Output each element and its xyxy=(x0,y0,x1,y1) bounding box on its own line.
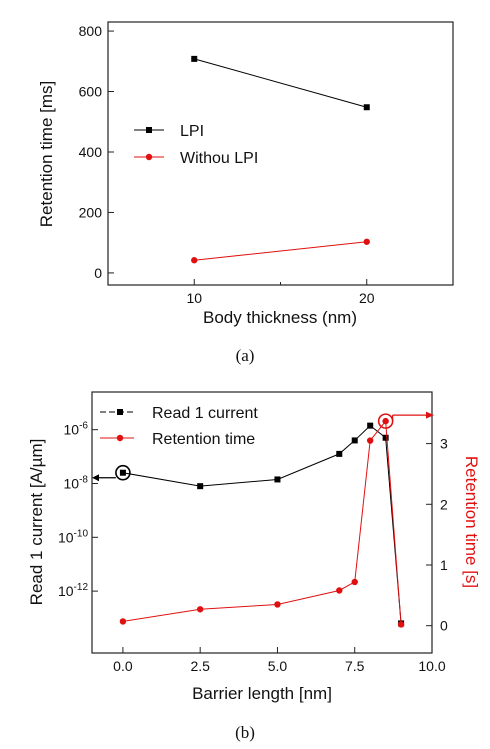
x-tick-label: 7.5 xyxy=(345,658,365,674)
legend-marker xyxy=(146,127,152,133)
panel-b-caption: (b) xyxy=(235,723,255,742)
panel-b-series xyxy=(92,411,434,628)
panel-b: 0.0 2.5 5.0 7.5 10.0 10-6 10-8 10-10 10-12 0 1 2 3 R… xyxy=(27,391,481,742)
x-tick-label: 10.0 xyxy=(418,658,445,674)
panel-a-ticks: 0 200 400 600 800 10 20 xyxy=(79,23,454,306)
panel-a-y-axis-label: Retention time [ms] xyxy=(37,81,56,227)
x-tick-label: 10 xyxy=(186,290,202,306)
data-point xyxy=(363,238,370,245)
legend-label: LPI xyxy=(180,123,204,140)
y-tick-label: 10-12 xyxy=(58,582,88,599)
panel-b-y-axis-label: Read 1 current [A/µm] xyxy=(27,439,46,606)
data-point xyxy=(336,450,343,457)
legend-label: Read 1 current xyxy=(152,405,258,422)
y-tick-label: 800 xyxy=(79,23,103,39)
data-point xyxy=(196,606,204,613)
y-tick-label: 400 xyxy=(79,144,103,160)
panel-b-legend: Read 1 current Retention time xyxy=(100,405,258,448)
data-point xyxy=(336,587,343,594)
panel-a-plot-frame xyxy=(107,21,454,286)
data-point xyxy=(191,257,198,264)
panel-b-right-axis-label: Retention time [s] xyxy=(462,456,481,588)
legend-marker xyxy=(116,434,124,442)
x-tick-label: 20 xyxy=(359,290,375,306)
y2-tick-label: 1 xyxy=(440,557,448,573)
y2-tick-label: 2 xyxy=(440,496,448,512)
data-point xyxy=(274,476,281,483)
panel-b-x-axis-label: Barrier length [nm] xyxy=(192,684,332,703)
data-point xyxy=(363,104,370,111)
data-point xyxy=(119,618,127,625)
y-tick-label: 200 xyxy=(79,204,103,220)
series-line xyxy=(194,241,367,261)
panel-a-legend: LPI Withou LPI xyxy=(134,123,258,167)
data-point xyxy=(351,578,358,586)
x-tick-label: 0.0 xyxy=(113,658,133,674)
legend-marker xyxy=(145,153,153,161)
data-point xyxy=(397,621,405,628)
panel-a-caption: (a) xyxy=(236,346,255,365)
panel-b-ticks: 0.0 2.5 5.0 7.5 10.0 10-6 10-8 10-10 10-12 0 1 2 3 xyxy=(58,421,448,674)
legend-label: Retention time xyxy=(152,431,255,448)
data-point xyxy=(382,417,389,425)
data-point xyxy=(382,434,389,441)
data-point xyxy=(191,55,198,62)
axis-indicator-circle xyxy=(115,464,131,481)
legend-marker xyxy=(117,409,123,415)
x-tick-label: 5.0 xyxy=(268,658,288,674)
y-tick-label: 10-8 xyxy=(64,474,89,491)
series-line xyxy=(194,58,367,108)
y2-tick-label: 3 xyxy=(440,436,448,452)
data-point xyxy=(197,483,204,490)
x-tick-label: 2.5 xyxy=(190,658,210,674)
data-point xyxy=(367,422,374,429)
panel-a: 0 200 400 600 800 10 20 LPI Withou LPI Body thi… xyxy=(37,21,454,365)
panel-b-plot-frame xyxy=(91,391,433,654)
axis-indicator-arrowhead xyxy=(92,474,99,482)
data-point xyxy=(366,437,374,444)
panel-a-x-axis-label: Body thickness (nm) xyxy=(203,308,357,327)
legend-label: Withou LPI xyxy=(180,150,258,167)
data-point xyxy=(274,601,281,608)
y-tick-label: 10-10 xyxy=(58,528,88,545)
y2-tick-label: 0 xyxy=(440,618,448,634)
y-tick-label: 600 xyxy=(79,84,103,100)
series-line xyxy=(122,419,402,625)
y-tick-label: 10-6 xyxy=(64,421,89,438)
data-point xyxy=(119,469,126,476)
axis-indicator-arrowhead xyxy=(426,411,434,419)
data-point xyxy=(351,437,358,444)
y-tick-label: 0 xyxy=(94,265,102,281)
panel-a-series xyxy=(191,55,370,264)
series-line xyxy=(122,424,402,624)
